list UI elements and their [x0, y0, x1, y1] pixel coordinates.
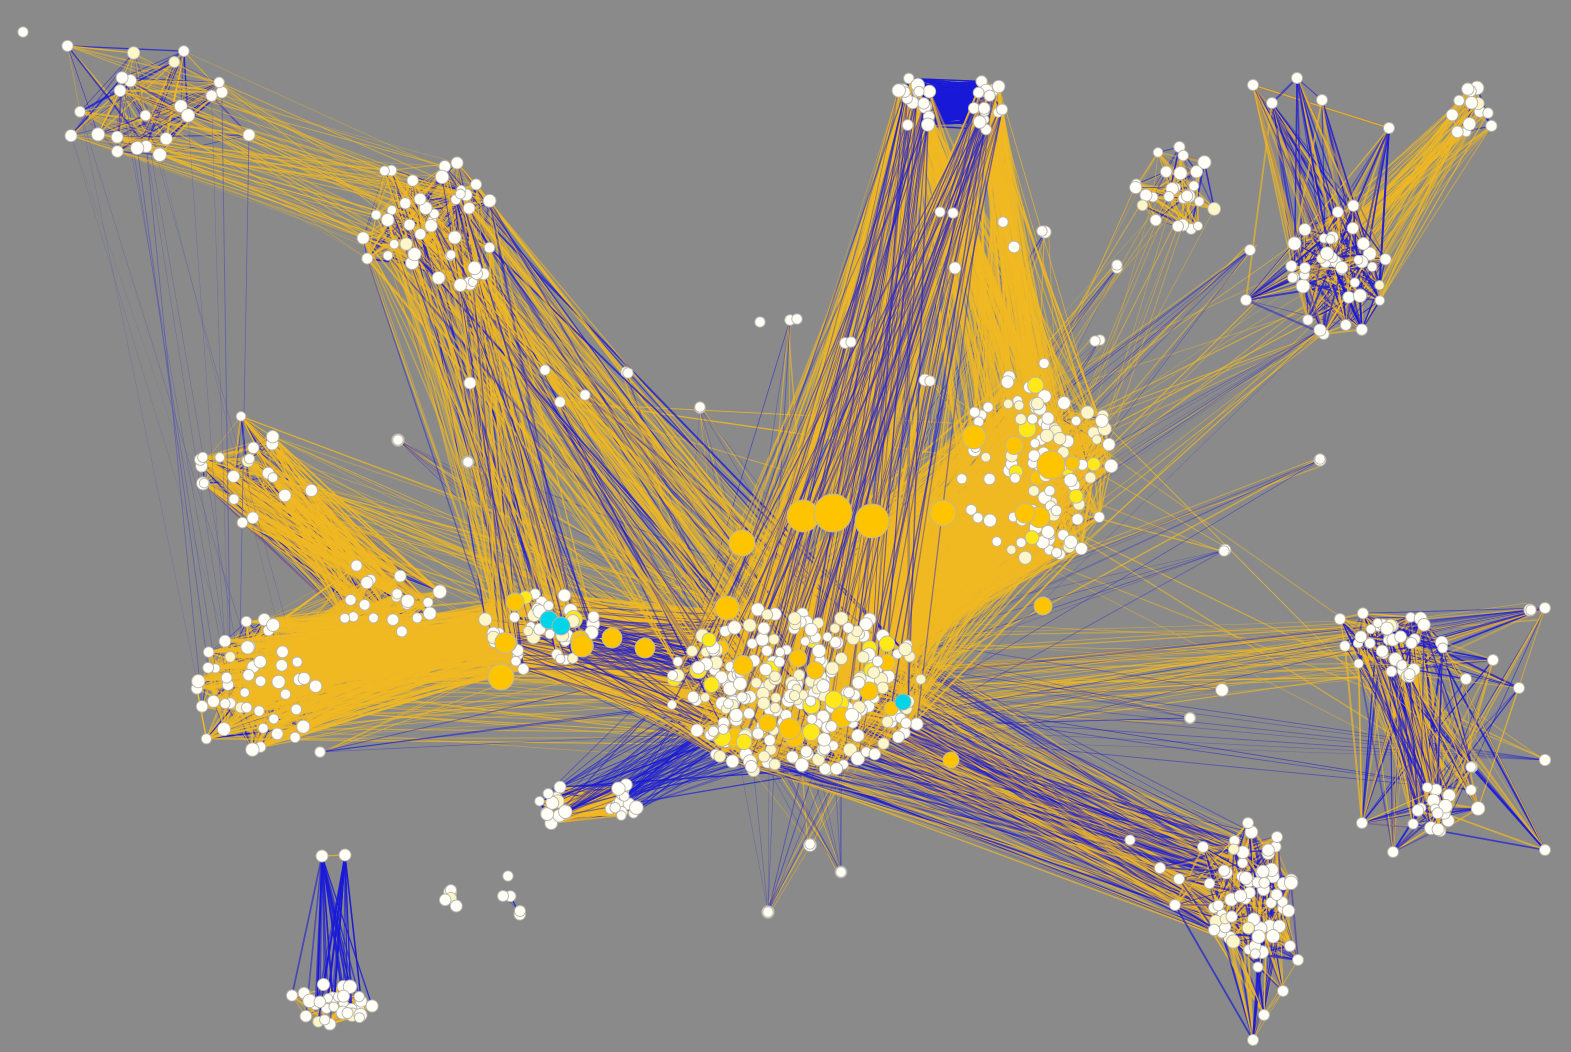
graph-edge: [67, 45, 220, 84]
graph-edge: [196, 688, 207, 739]
graph-edge: [145, 61, 175, 116]
graph-edge: [121, 77, 167, 140]
graph-edge: [79, 61, 175, 113]
graph-edge: [144, 61, 175, 116]
graph-edge: [425, 183, 477, 209]
graph-edge: [434, 213, 490, 248]
graph-edge: [97, 90, 121, 135]
graph-edge: [180, 51, 185, 107]
graph-edge: [116, 115, 146, 152]
graph-edge: [66, 45, 147, 147]
graph-edge: [98, 115, 189, 135]
graph-edge: [67, 45, 81, 112]
graph-edge: [117, 115, 189, 138]
graph-edge: [121, 50, 185, 79]
graph-edge: [206, 733, 278, 740]
graph-edge: [130, 79, 220, 84]
graph-edge: [79, 52, 134, 112]
graph-edge: [375, 170, 386, 216]
graph-edge: [67, 45, 134, 54]
graph-edge: [187, 82, 220, 116]
graph-edge: [70, 77, 123, 137]
graph-edge: [219, 436, 273, 458]
graph-edge: [67, 45, 184, 52]
